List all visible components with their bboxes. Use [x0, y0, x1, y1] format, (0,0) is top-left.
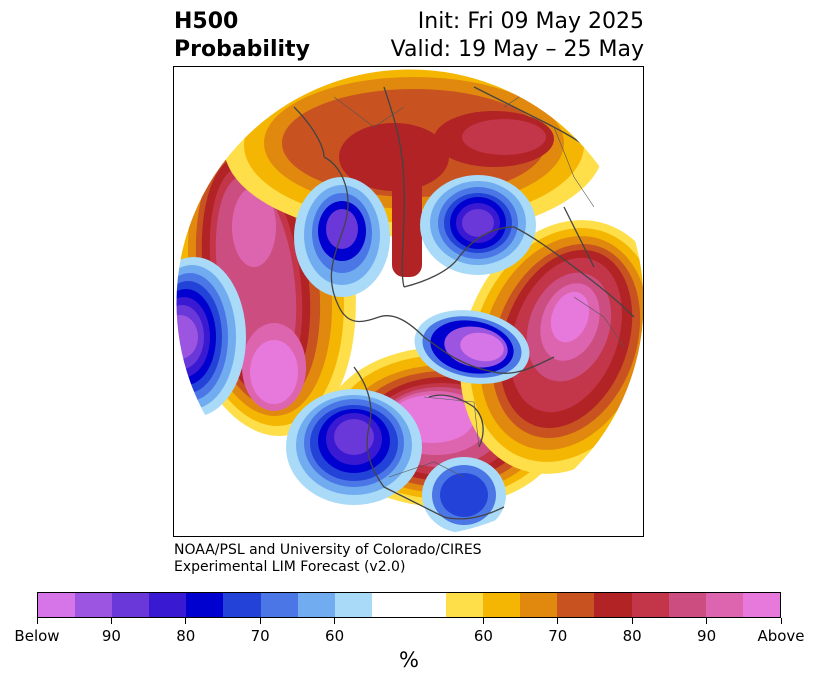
colorbar-segment [557, 593, 595, 617]
colorbar-tick-label: Below [14, 627, 60, 645]
anomaly-below-east-siberia [294, 177, 390, 297]
colorbar-tick [185, 618, 187, 624]
colorbar [37, 592, 781, 618]
polar-map [173, 66, 644, 537]
colorbar-tick-label: 60 [473, 627, 493, 645]
borders [333, 86, 625, 478]
colorbar-segment [520, 593, 558, 617]
credit-line-1: NOAA/PSL and University of Colorado/CIRE… [174, 542, 482, 558]
north-pole-marker [406, 299, 414, 307]
colorbar-tick-label: 90 [101, 627, 121, 645]
colorbar-tick [482, 618, 484, 624]
colorbar-tick [631, 618, 633, 624]
colorbar-segment [742, 593, 780, 617]
title-line-1: H500 [174, 9, 239, 34]
colorbar-tick-label: 70 [548, 627, 568, 645]
colorbar-segment [483, 593, 521, 617]
colorbar-segment [112, 593, 150, 617]
colorbar-tick [557, 618, 559, 624]
colorbar-segment [149, 593, 187, 617]
colorbar-segment [371, 593, 447, 617]
colorbar-tick-label: Above [757, 627, 805, 645]
colorbar-segment [594, 593, 632, 617]
anomaly-below-atlantic [422, 457, 506, 533]
credit-text: NOAA/PSL and University of Colorado/CIRE… [174, 542, 482, 576]
colorbar-segment [38, 593, 76, 617]
colorbar-tick-label: 90 [697, 627, 717, 645]
colorbar-tick-label: 70 [250, 627, 270, 645]
colorbar-segment [668, 593, 706, 617]
colorbar-segment [223, 593, 261, 617]
forecast-dates: Init: Fri 09 May 2025 Valid: 19 May – 25… [391, 8, 644, 64]
colorbar-segment [260, 593, 298, 617]
valid-range: Valid: 19 May – 25 May [390, 37, 644, 62]
anomaly-below-ne-pacific [286, 389, 422, 505]
map-svg [175, 68, 643, 536]
colorbar-tick-label: 80 [622, 627, 642, 645]
colorbar-segment [705, 593, 743, 617]
colorbar-unit: % [399, 648, 419, 672]
anomaly-above-europe [460, 220, 643, 474]
colorbar-tick [706, 618, 708, 624]
map-title: H500 Probability [174, 8, 310, 64]
anomaly-below-greenland [420, 175, 536, 275]
init-date: Init: Fri 09 May 2025 [417, 9, 644, 34]
colorbar-tick-label: 60 [325, 627, 345, 645]
colorbar-tick [36, 618, 38, 624]
colorbar-segment [297, 593, 335, 617]
colorbar-tick [110, 618, 112, 624]
colorbar-segment [631, 593, 669, 617]
colorbar-segment [446, 593, 484, 617]
colorbar-segment [186, 593, 224, 617]
title-line-2: Probability [174, 37, 310, 62]
coastlines [293, 86, 640, 520]
colorbar-tick [334, 618, 336, 624]
colorbar-segment [334, 593, 372, 617]
anomaly-below-west-pacific [176, 257, 246, 417]
colorbar-tick [259, 618, 261, 624]
colorbar-tick [780, 618, 782, 624]
colorbar-segment [75, 593, 113, 617]
anomaly-below-europe-west [414, 310, 530, 384]
colorbar-tick-label: 80 [176, 627, 196, 645]
credit-line-2: Experimental LIM Forecast (v2.0) [174, 559, 406, 575]
